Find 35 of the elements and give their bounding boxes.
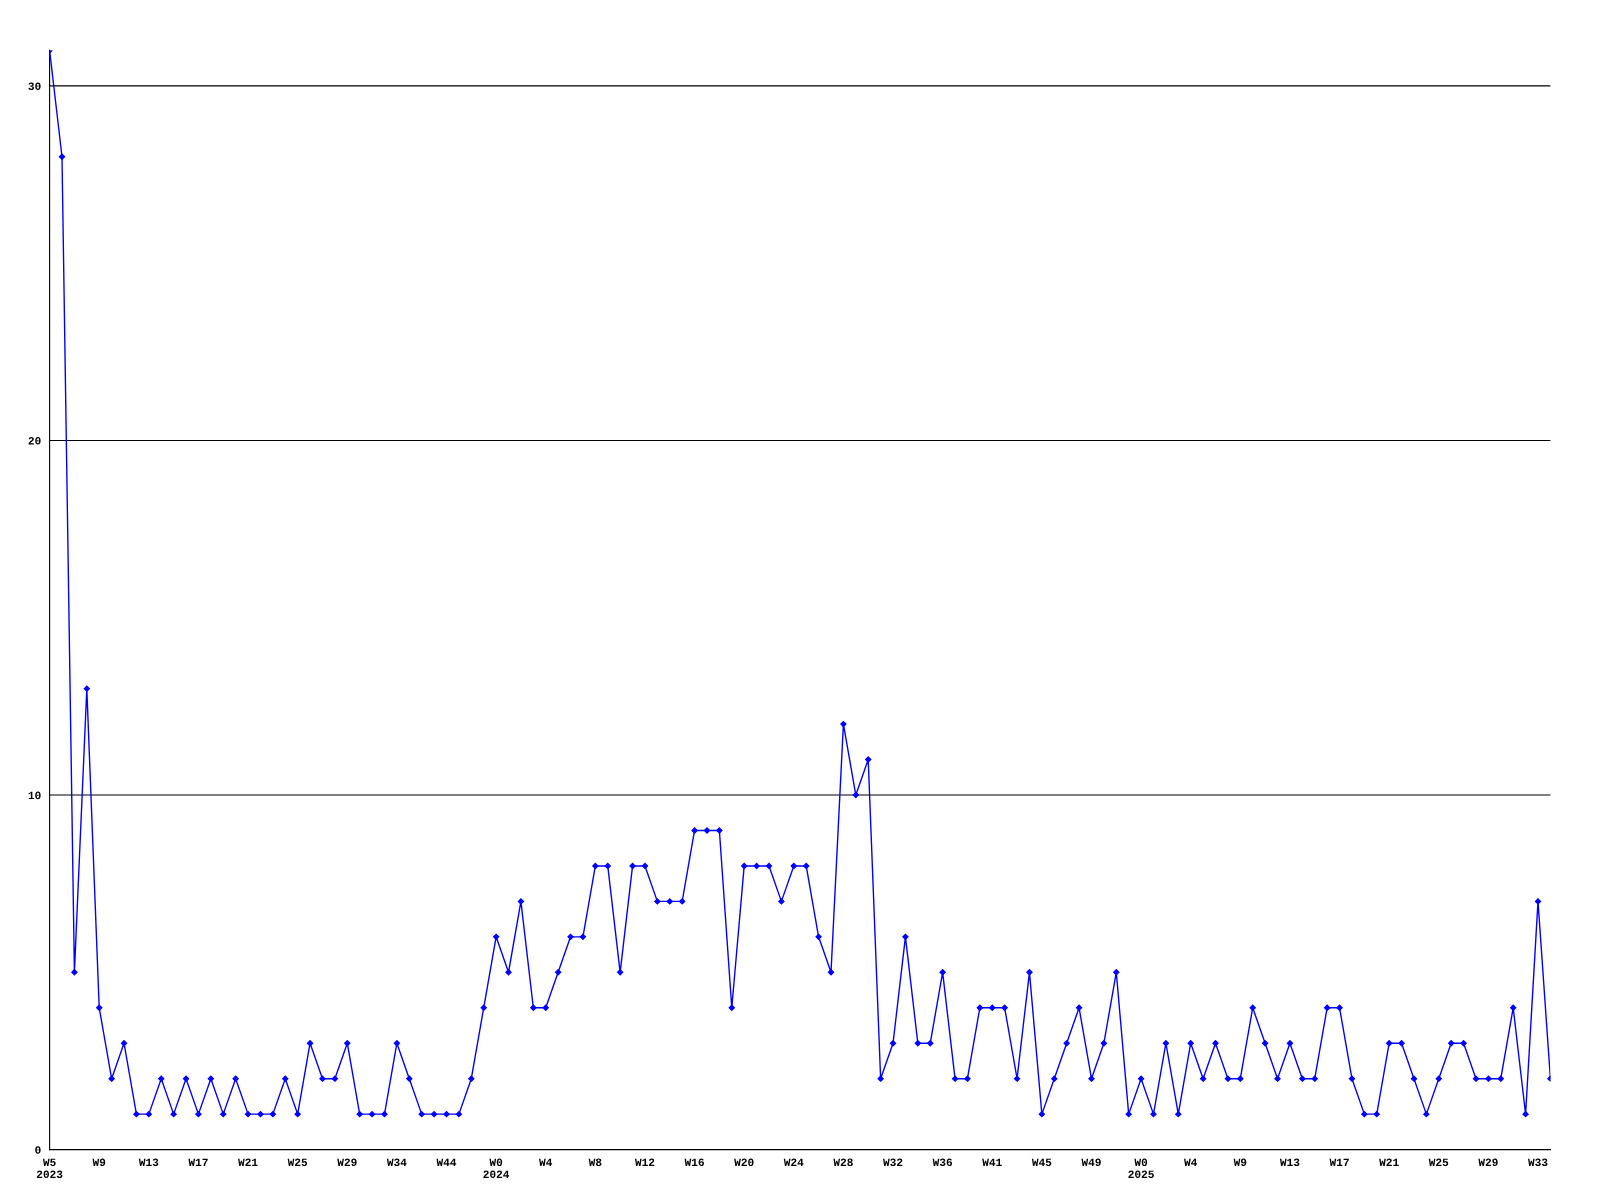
x-tick-label: W33 — [1527, 1158, 1548, 1167]
x-tick-label: W45 — [1031, 1158, 1052, 1167]
x-tick-label: W49 — [1081, 1158, 1101, 1167]
x-tick-label: W36 — [932, 1158, 953, 1167]
x-tick-label: W25 — [1428, 1158, 1449, 1167]
x-tick-label: W8 — [588, 1158, 602, 1167]
x-tick-label: W41 — [982, 1158, 1002, 1166]
x-tick-label: W13 — [1279, 1158, 1300, 1167]
x-tick-label: W25 — [287, 1158, 308, 1167]
x-tick-label: W4 — [1184, 1158, 1198, 1166]
x-tick-label: W29 — [337, 1158, 357, 1167]
y-tick-label: 20 — [28, 437, 41, 445]
x-tick-label: W44 — [436, 1158, 457, 1166]
x-tick-label: W13 — [138, 1158, 159, 1167]
y-tick-label: 10 — [28, 791, 41, 800]
x-tick-label: W12 — [634, 1158, 655, 1166]
x-tick-label: W9 — [1233, 1158, 1247, 1167]
x-tick-label: W29 — [1478, 1158, 1498, 1167]
y-tick-label: 30 — [28, 82, 41, 91]
x-tick-label: W28 — [833, 1158, 853, 1167]
x-tick-label: W0 2025 — [1128, 1158, 1154, 1179]
x-tick-label: W16 — [684, 1158, 704, 1167]
x-tick-label: W24 — [783, 1158, 804, 1166]
y-tick-label: 0 — [35, 1146, 41, 1154]
x-tick-label: W32 — [883, 1158, 903, 1167]
x-tick-label: W5 2023 — [36, 1158, 63, 1179]
x-tick-label: W34 — [386, 1158, 407, 1167]
x-tick-label: W4 — [539, 1158, 553, 1166]
x-tick-label: W20 — [734, 1158, 754, 1167]
x-tick-label: W17 — [188, 1158, 208, 1166]
x-tick-label: W21 — [238, 1158, 258, 1166]
x-tick-label: W21 — [1379, 1158, 1399, 1166]
x-tick-label: W17 — [1329, 1158, 1349, 1166]
x-tick-label: W9 — [92, 1158, 106, 1167]
x-tick-label: W0 2024 — [483, 1158, 510, 1179]
